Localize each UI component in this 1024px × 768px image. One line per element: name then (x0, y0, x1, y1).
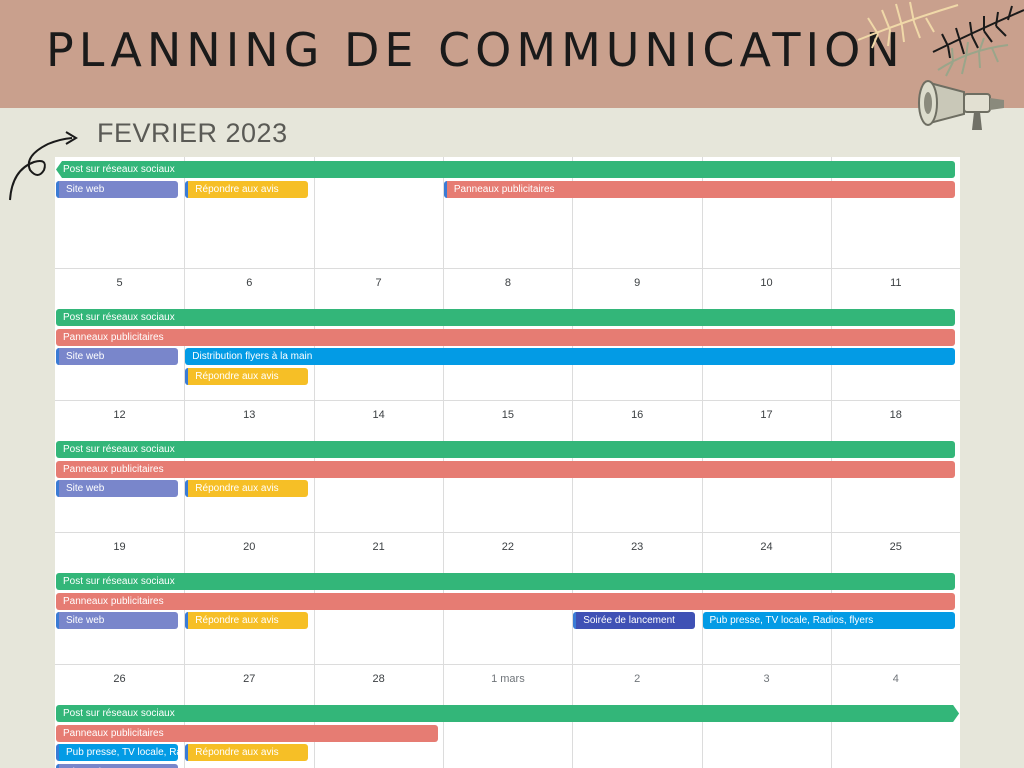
event-chip[interactable]: Site web (56, 348, 179, 365)
event-chip[interactable]: Répondre aux avis (185, 612, 308, 629)
event-chip[interactable]: Post sur réseaux sociaux (56, 161, 956, 178)
day-number: 22 (501, 541, 515, 553)
day-number: 5 (116, 277, 123, 289)
header-band (0, 0, 1024, 108)
day-number: 14 (372, 409, 385, 421)
week-row: 12 13 14 15 16 17 18 Post sur réseaux sociaux Pa… (55, 400, 960, 533)
day-number: 20 (243, 541, 256, 553)
day-number: 17 (760, 409, 773, 421)
event-chip[interactable]: Pub presse, TV locale, Radios, flyers (56, 744, 179, 761)
event-chip[interactable]: Répondre aux avis (185, 744, 308, 761)
day-number: 23 (631, 541, 644, 553)
day-number: 12 (113, 409, 126, 421)
day-number: 3 (763, 673, 770, 685)
day-number: 1 mars (491, 673, 525, 685)
day-cell[interactable] (313, 157, 443, 268)
day-cell[interactable]: 5 (55, 269, 184, 401)
event-chip[interactable]: Post sur réseaux sociaux (56, 705, 959, 722)
event-chip[interactable]: Répondre aux avis (185, 367, 308, 385)
event-chip[interactable]: Distribution flyers à la main (185, 348, 956, 365)
event-chip[interactable]: Panneaux publicitaires (56, 592, 956, 610)
week-row: 5 6 7 8 9 10 11 Post sur réseaux sociaux Panneau… (55, 268, 960, 401)
curly-arrow-icon (9, 131, 78, 201)
day-number: 4 (892, 673, 899, 685)
event-chip[interactable]: Site web (56, 180, 179, 198)
day-number: 13 (243, 409, 256, 421)
event-chip[interactable]: Site web (56, 763, 179, 768)
day-cell[interactable]: 12 (55, 401, 184, 533)
event-chip[interactable]: Panneaux publicitaires (443, 180, 956, 198)
event-chip[interactable]: Panneaux publicitaires (56, 460, 956, 478)
day-number: 28 (372, 673, 385, 685)
day-number: 11 (890, 277, 902, 289)
event-chip[interactable]: Pub presse, TV locale, Radios, flyers (702, 612, 956, 629)
event-chip[interactable]: Répondre aux avis (185, 480, 308, 497)
day-number: 6 (246, 277, 253, 289)
day-number: 7 (375, 277, 382, 289)
day-cell[interactable] (830, 157, 960, 268)
day-cell[interactable]: 26 (55, 665, 184, 768)
calendar-grid: Post sur réseaux sociaux Site web Répondre… (55, 157, 960, 768)
month-label: FEVRIER 2023 (97, 118, 288, 148)
page-title: PLANNING DE COMMUNICATION (46, 23, 905, 77)
day-number: 27 (243, 673, 256, 685)
week-row: 26 27 28 1 mars 2 3 4 Post sur réseaux sociaux P… (55, 664, 960, 768)
day-cell[interactable] (442, 157, 572, 268)
palm-leaves-icon (857, 1, 1024, 77)
event-chip[interactable]: Soirée de lancement (573, 612, 696, 629)
day-cell[interactable] (184, 157, 313, 268)
day-number: 2 (634, 673, 641, 685)
day-cell[interactable] (572, 157, 701, 268)
event-chip[interactable]: Panneaux publicitaires (56, 724, 438, 742)
day-number: 24 (760, 541, 773, 553)
megaphone-icon (918, 80, 1004, 130)
day-number: 10 (760, 277, 773, 289)
day-number: 9 (634, 277, 641, 289)
event-chip[interactable]: Post sur réseaux sociaux (56, 309, 956, 326)
event-chip[interactable]: Site web (56, 612, 179, 629)
event-chip[interactable]: Panneaux publicitaires (56, 328, 956, 346)
week-row: Post sur réseaux sociaux Site web Répondre… (55, 157, 960, 268)
day-number: 26 (113, 673, 126, 685)
day-number: 25 (889, 541, 902, 553)
event-chip[interactable]: Répondre aux avis (185, 180, 308, 198)
event-chip[interactable]: Post sur réseaux sociaux (56, 573, 956, 590)
day-number: 18 (889, 409, 902, 421)
day-number: 19 (113, 541, 126, 553)
day-number: 15 (501, 409, 515, 421)
event-chip[interactable]: Post sur réseaux sociaux (56, 441, 956, 458)
event-chip[interactable]: Site web (56, 480, 179, 497)
day-number: 21 (372, 541, 385, 553)
day-number: 16 (631, 409, 644, 421)
week-row: 19 20 21 22 23 24 25 Post sur réseaux sociaux Pa… (55, 532, 960, 665)
day-cell[interactable] (701, 157, 831, 268)
day-number: 8 (504, 277, 511, 289)
day-cell[interactable]: 19 (55, 533, 184, 665)
